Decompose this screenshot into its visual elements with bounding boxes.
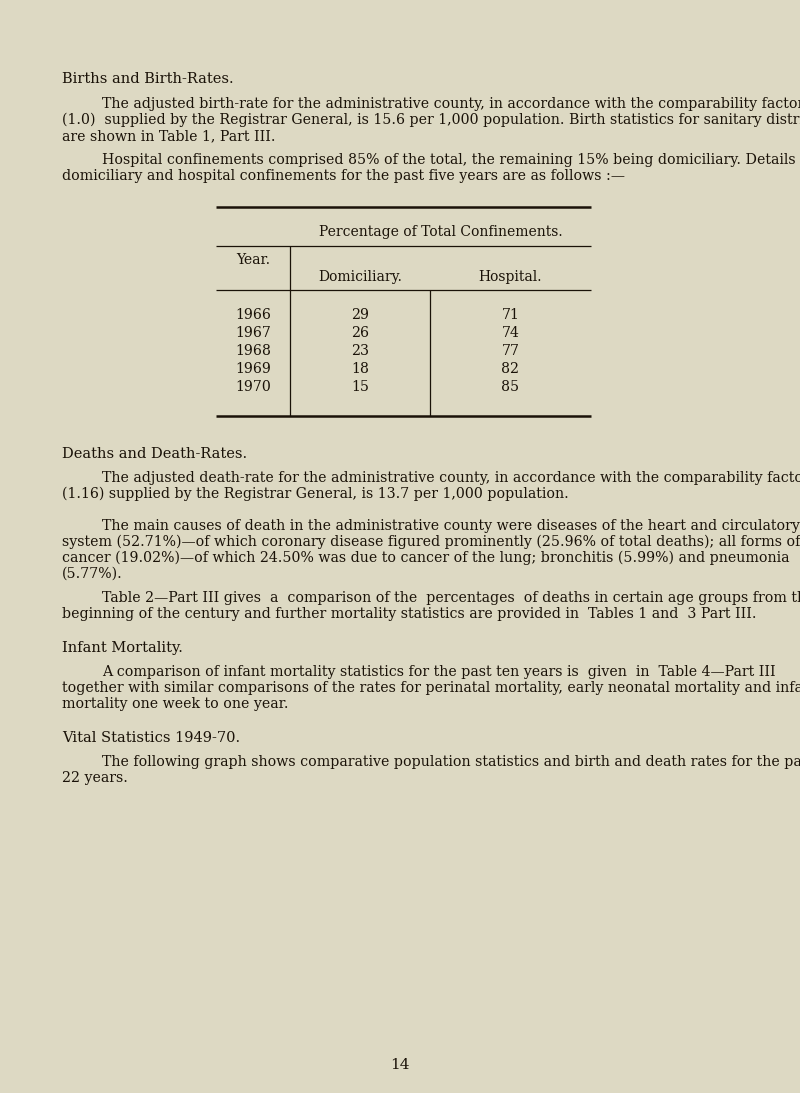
Text: The following graph shows comparative population statistics and birth and death : The following graph shows comparative po… [102, 755, 800, 769]
Text: cancer (19.02%)—of which 24.50% was due to cancer of the lung; bronchitis (5.99%: cancer (19.02%)—of which 24.50% was due … [62, 551, 790, 565]
Text: 1966: 1966 [235, 308, 271, 322]
Text: (1.16) supplied by the Registrar General, is 13.7 per 1,000 population.: (1.16) supplied by the Registrar General… [62, 487, 569, 502]
Text: 23: 23 [351, 344, 369, 359]
Text: Infant Mortality.: Infant Mortality. [62, 640, 183, 655]
Text: 18: 18 [351, 362, 369, 376]
Text: 74: 74 [502, 326, 519, 340]
Text: system (52.71%)—of which coronary disease figured prominently (25.96% of total d: system (52.71%)—of which coronary diseas… [62, 534, 800, 550]
Text: 1967: 1967 [235, 326, 271, 340]
Text: (5.77%).: (5.77%). [62, 567, 122, 581]
Text: 85: 85 [502, 380, 519, 393]
Text: 29: 29 [351, 308, 369, 322]
Text: The adjusted death-rate for the administrative county, in accordance with the co: The adjusted death-rate for the administ… [102, 471, 800, 485]
Text: The main causes of death in the administrative county were diseases of the heart: The main causes of death in the administ… [102, 519, 800, 533]
Text: Hospital confinements comprised 85% of the total, the remaining 15% being domici: Hospital confinements comprised 85% of t… [102, 153, 800, 167]
Text: Hospital.: Hospital. [478, 270, 542, 284]
Text: 1969: 1969 [235, 362, 271, 376]
Text: Percentage of Total Confinements.: Percentage of Total Confinements. [318, 225, 562, 239]
Text: A comparison of infant mortality statistics for the past ten years is  given  in: A comparison of infant mortality statist… [102, 665, 776, 679]
Text: (1.0)  supplied by the Registrar General, is 15.6 per 1,000 population. Birth st: (1.0) supplied by the Registrar General,… [62, 113, 800, 128]
Text: mortality one week to one year.: mortality one week to one year. [62, 697, 289, 712]
Text: 1970: 1970 [235, 380, 271, 393]
Text: are shown in Table 1, Part III.: are shown in Table 1, Part III. [62, 129, 275, 143]
Text: domiciliary and hospital confinements for the past five years are as follows :—: domiciliary and hospital confinements fo… [62, 169, 625, 183]
Text: Table 2—Part III gives  a  comparison of the  percentages  of deaths in certain : Table 2—Part III gives a comparison of t… [102, 591, 800, 606]
Text: 71: 71 [502, 308, 519, 322]
Text: 82: 82 [502, 362, 519, 376]
Text: Vital Statistics 1949-70.: Vital Statistics 1949-70. [62, 731, 240, 745]
Text: 14: 14 [390, 1058, 410, 1072]
Text: 1968: 1968 [235, 344, 271, 359]
Text: Year.: Year. [236, 252, 270, 267]
Text: beginning of the century and further mortality statistics are provided in  Table: beginning of the century and further mor… [62, 607, 757, 621]
Text: 22 years.: 22 years. [62, 771, 128, 785]
Text: 77: 77 [502, 344, 519, 359]
Text: Births and Birth-Rates.: Births and Birth-Rates. [62, 72, 234, 86]
Text: Deaths and Death-Rates.: Deaths and Death-Rates. [62, 447, 247, 461]
Text: 26: 26 [351, 326, 369, 340]
Text: together with similar comparisons of the rates for perinatal mortality, early ne: together with similar comparisons of the… [62, 681, 800, 695]
Text: Domiciliary.: Domiciliary. [318, 270, 402, 284]
Text: The adjusted birth-rate for the administrative county, in accordance with the co: The adjusted birth-rate for the administ… [102, 97, 800, 111]
Text: 15: 15 [351, 380, 369, 393]
